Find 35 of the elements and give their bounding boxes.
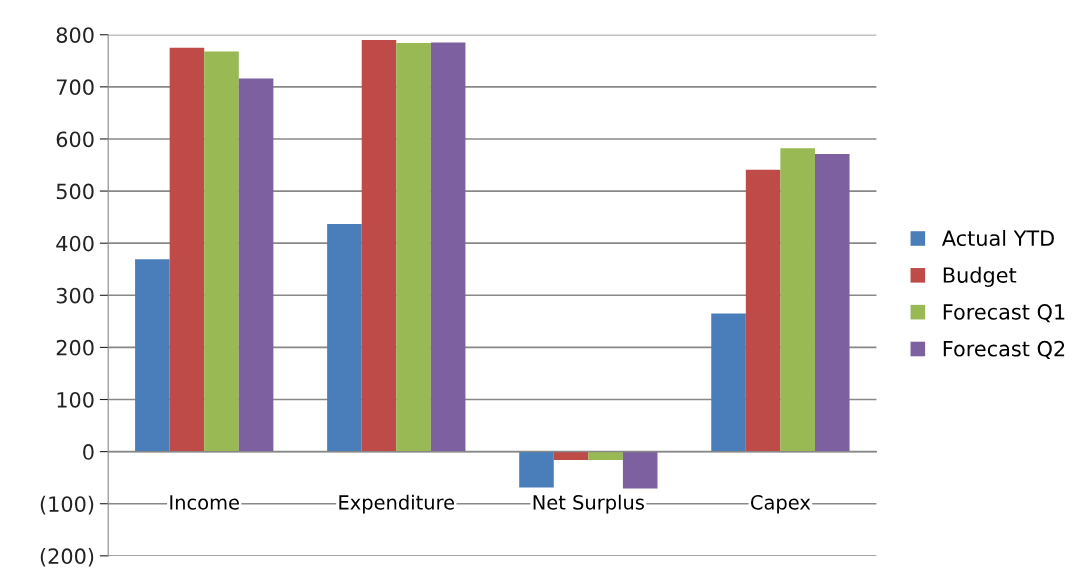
bar xyxy=(327,223,362,452)
x-tick-label: Expenditure xyxy=(339,494,455,514)
legend-label: Forecast Q1 xyxy=(943,303,1065,323)
y-tick-label: 800 xyxy=(56,27,94,43)
y-tick-label: 300 xyxy=(56,287,94,304)
x-tick-label: Net Surplus xyxy=(533,494,644,514)
y-tick-label: 700 xyxy=(56,79,94,96)
x-tick-label: Income xyxy=(170,495,239,510)
bar xyxy=(711,313,746,452)
y-tick-label: (100) xyxy=(40,495,94,515)
bar xyxy=(135,259,170,452)
bar xyxy=(238,78,274,452)
y-tick-label: 600 xyxy=(56,131,94,148)
legend-label: Budget xyxy=(943,266,1017,287)
x-tick-label: Capex xyxy=(751,495,811,514)
bar xyxy=(553,451,589,460)
bar xyxy=(588,451,623,460)
legend-label: Actual YTD xyxy=(941,229,1054,247)
bar xyxy=(169,47,205,452)
bar xyxy=(204,51,239,452)
bar xyxy=(814,154,850,452)
bar xyxy=(622,451,658,489)
y-tick-label: 500 xyxy=(56,183,94,200)
bar xyxy=(745,169,781,452)
bar xyxy=(780,148,815,452)
bar xyxy=(396,43,431,452)
bar xyxy=(361,39,397,452)
legend-label: Forecast Q2 xyxy=(943,340,1065,359)
bar xyxy=(430,42,466,452)
y-tick-label: 400 xyxy=(56,235,94,252)
y-tick-label: (200) xyxy=(40,547,94,567)
y-tick-label: 0 xyxy=(83,444,94,460)
y-tick-label: 200 xyxy=(56,339,94,356)
y-tick-label: 100 xyxy=(57,391,94,408)
bar xyxy=(519,451,554,488)
